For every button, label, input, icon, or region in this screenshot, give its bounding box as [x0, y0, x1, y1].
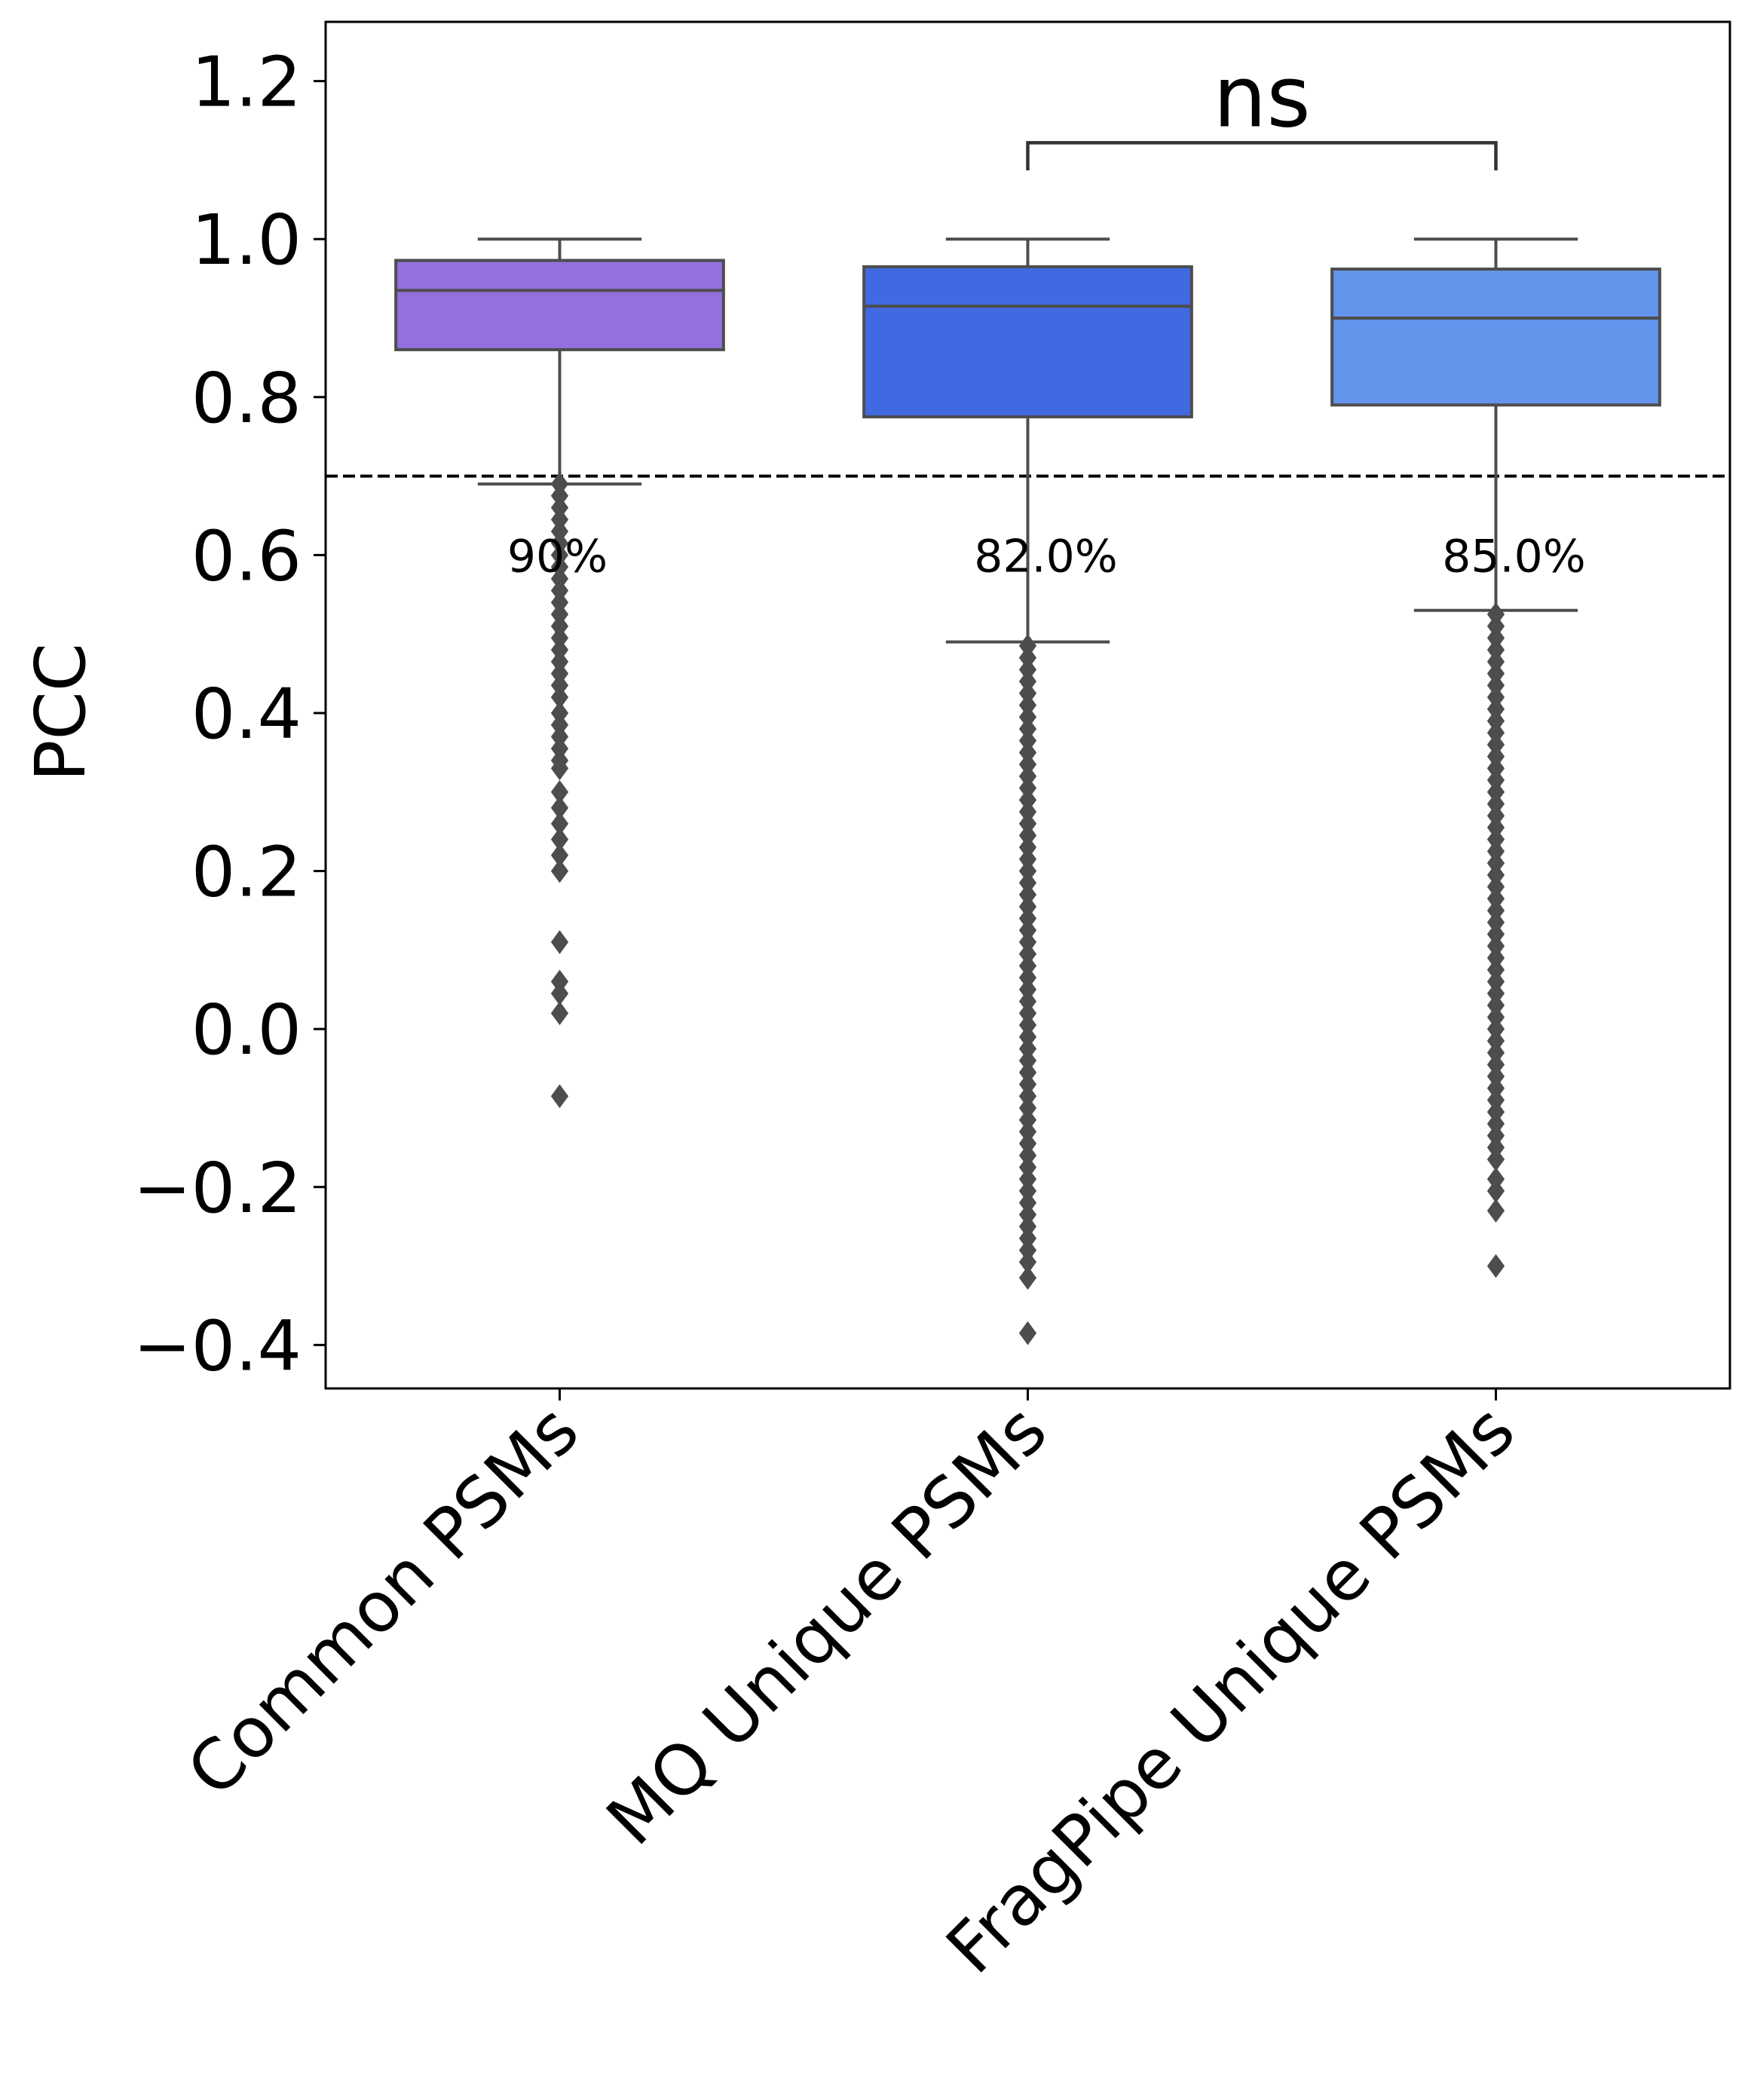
- outlier-point: [550, 1084, 569, 1109]
- outlier-point: [550, 930, 569, 954]
- percentage-label: 85.0%: [1442, 530, 1586, 583]
- y-tick-label: 0.8: [191, 358, 302, 439]
- y-tick-label: 0.0: [191, 990, 302, 1070]
- box-iqr: [394, 259, 725, 351]
- y-tick-label: 0.4: [191, 674, 302, 755]
- y-tick-label: −0.4: [133, 1306, 302, 1386]
- box-group-3: 85.0%: [1330, 237, 1661, 1278]
- box-iqr: [1330, 268, 1661, 407]
- outlier-point: [1486, 1198, 1505, 1223]
- percentage-label: 90%: [507, 530, 608, 583]
- plot-area: 90% 82.0% 85.0% ns: [326, 48, 1730, 1345]
- significance-bracket: [1026, 141, 1498, 171]
- box-group-1: 90%: [394, 237, 725, 1109]
- x-category-label: Common PSMs: [172, 1390, 594, 1812]
- y-tick-label: 0.2: [191, 832, 302, 913]
- significance-label: ns: [1213, 48, 1310, 146]
- y-tick-label: 1.2: [191, 42, 302, 123]
- y-tick-label: −0.2: [133, 1148, 302, 1229]
- outlier-point: [550, 1001, 569, 1026]
- outlier-point: [550, 756, 569, 781]
- outlier-point: [1018, 1266, 1037, 1290]
- outlier-point: [550, 859, 569, 883]
- y-tick-label: 1.0: [191, 200, 302, 280]
- box-iqr: [862, 265, 1193, 418]
- percentage-label: 82.0%: [974, 530, 1118, 583]
- box-group-2: 82.0%: [862, 237, 1193, 1345]
- y-axis-label: PCC: [20, 643, 101, 782]
- y-tick-label: 0.6: [191, 516, 302, 596]
- outlier-point: [1486, 1254, 1505, 1278]
- x-category-label: MQ Unique PSMs: [592, 1390, 1062, 1860]
- outlier-point: [1018, 1321, 1037, 1345]
